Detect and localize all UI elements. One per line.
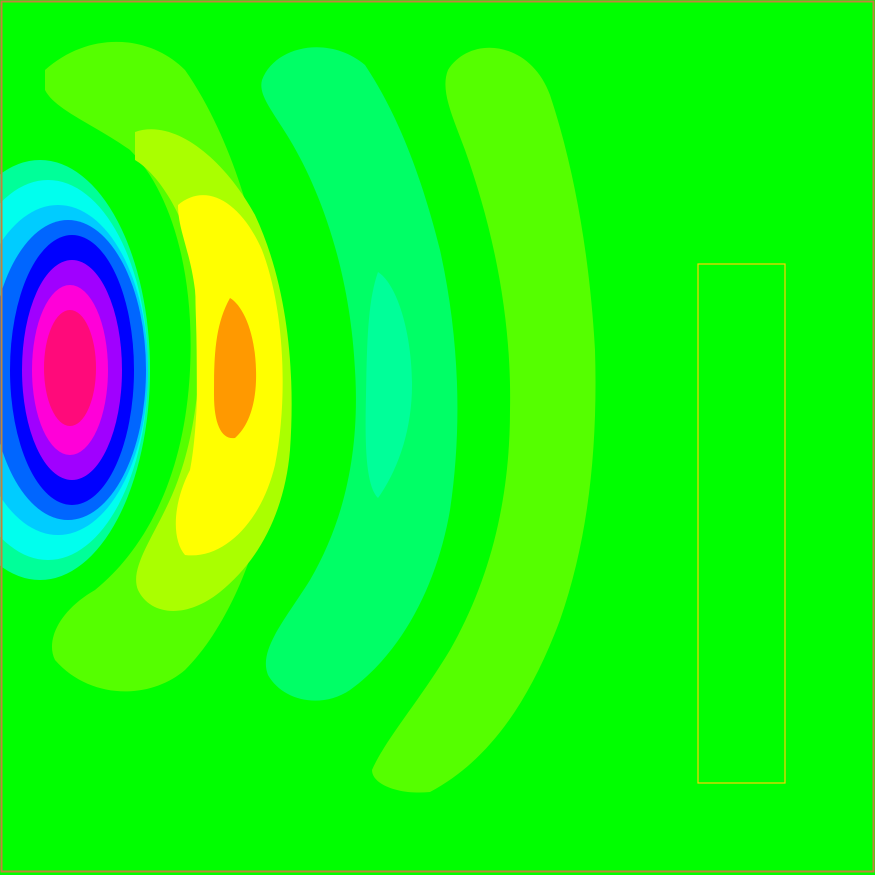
contour-band-negative-7-pocket xyxy=(365,272,412,498)
obstacle-rectangle xyxy=(697,263,786,784)
contour-band-positive-peak xyxy=(214,298,257,439)
contour-band-weak-positive-outer xyxy=(372,47,596,793)
contour-band-weak-negative xyxy=(261,47,458,701)
contour-band-most-negative-core xyxy=(44,310,96,426)
